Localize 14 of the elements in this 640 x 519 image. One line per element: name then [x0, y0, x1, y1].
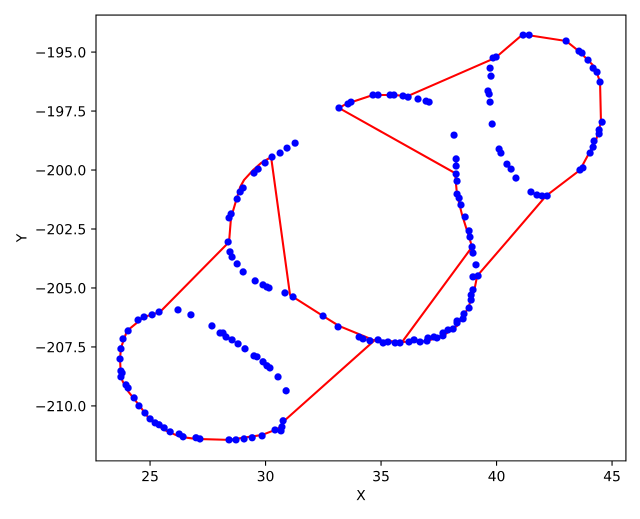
y-tick-label: −205.0 [36, 282, 86, 294]
y-tick-label: −210.0 [36, 400, 86, 412]
x-tick-label: 45 [604, 471, 620, 482]
x-tick-label: 30 [258, 470, 274, 482]
x-axis-title: X [356, 490, 366, 500]
x-tick-label: 35 [373, 470, 389, 482]
y-tick-label: −195.0 [36, 47, 86, 58]
y-tick-label: −202.5 [36, 224, 86, 234]
y-tick-label: −207.5 [36, 342, 86, 352]
x-tick-label: 25 [142, 470, 158, 482]
x-tick-label: 40 [488, 470, 504, 482]
y-tick-label: −200.0 [36, 164, 86, 176]
y-tick-label: −197.5 [36, 106, 86, 117]
y-axis-title: Y [16, 234, 26, 242]
